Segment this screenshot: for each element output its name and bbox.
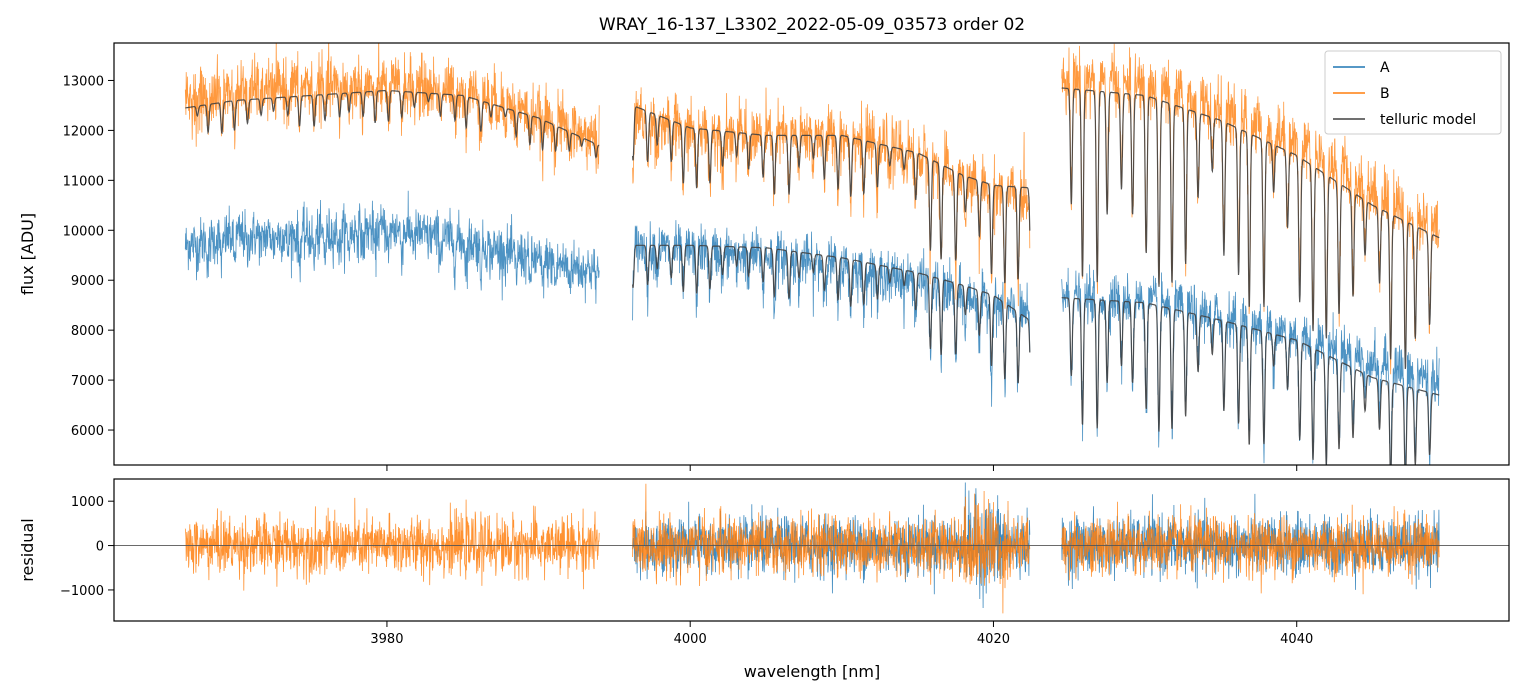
legend-label-model: telluric model [1380, 112, 1476, 128]
flux-y-tick-label: 7000 [71, 374, 104, 389]
flux-y-tick-label: 6000 [71, 424, 104, 439]
flux-y-tick-label: 10000 [63, 224, 104, 239]
telluric-model-a-line [632, 244, 1031, 384]
legend-box [1324, 50, 1502, 135]
residual-y-tick-label: −1000 [60, 584, 104, 599]
residual-y-axis-label: residual [18, 518, 37, 581]
telluric-model-b-line [1061, 87, 1440, 369]
residual-y-tick-label: 0 [96, 540, 104, 555]
flux-y-axis-label: flux [ADU] [18, 213, 37, 295]
residual-axes-frame [113, 478, 1510, 622]
flux-y-tick-label: 13000 [63, 74, 104, 89]
flux-plot-area [184, 43, 1440, 465]
series-a-line [632, 220, 1031, 407]
residual-b-line [1061, 501, 1440, 595]
residual-x-ticks: 3980 4000 4020 4040 [370, 621, 1313, 647]
series-b-line [632, 87, 1031, 309]
series-a-line [184, 190, 600, 304]
flux-y-tick-label: 12000 [63, 124, 104, 139]
telluric-model-a-line [1061, 297, 1440, 465]
x-tick-label: 4000 [674, 632, 707, 647]
flux-y-tick-label: 9000 [71, 274, 104, 289]
x-axis-label: wavelength [nm] [744, 662, 881, 681]
residual-plot-area [114, 482, 1509, 614]
x-tick-label: 4040 [1280, 632, 1313, 647]
flux-panel: 6000 7000 8000 9000 10000 11000 12000 13000 flu… [18, 42, 1510, 471]
series-b-line [184, 43, 600, 182]
flux-axes-frame [113, 42, 1510, 466]
x-tick-label: 4020 [977, 632, 1010, 647]
flux-y-tick-label: 8000 [71, 324, 104, 339]
residual-b-line [184, 497, 600, 591]
telluric-model-b-line [632, 106, 1031, 284]
legend: A B telluric model [1324, 50, 1502, 135]
chart-title: WRAY_16-137_L3302_2022-05-09_03573 order… [599, 15, 1025, 35]
telluric-model-b-line [185, 90, 600, 159]
x-tick-label: 3980 [370, 632, 403, 647]
flux-y-ticks: 6000 7000 8000 9000 10000 11000 12000 13000 [63, 74, 114, 439]
residual-y-tick-label: 1000 [71, 495, 104, 510]
legend-label-b: B [1380, 86, 1390, 102]
legend-label-a: A [1380, 60, 1390, 76]
flux-y-tick-label: 11000 [63, 174, 104, 189]
flux-x-ticks [386, 465, 1298, 471]
residual-panel: −1000 0 1000 3980 4000 4020 4040 residual [18, 478, 1510, 647]
residual-y-ticks: −1000 0 1000 [60, 495, 114, 599]
residual-b-line [632, 483, 1031, 614]
